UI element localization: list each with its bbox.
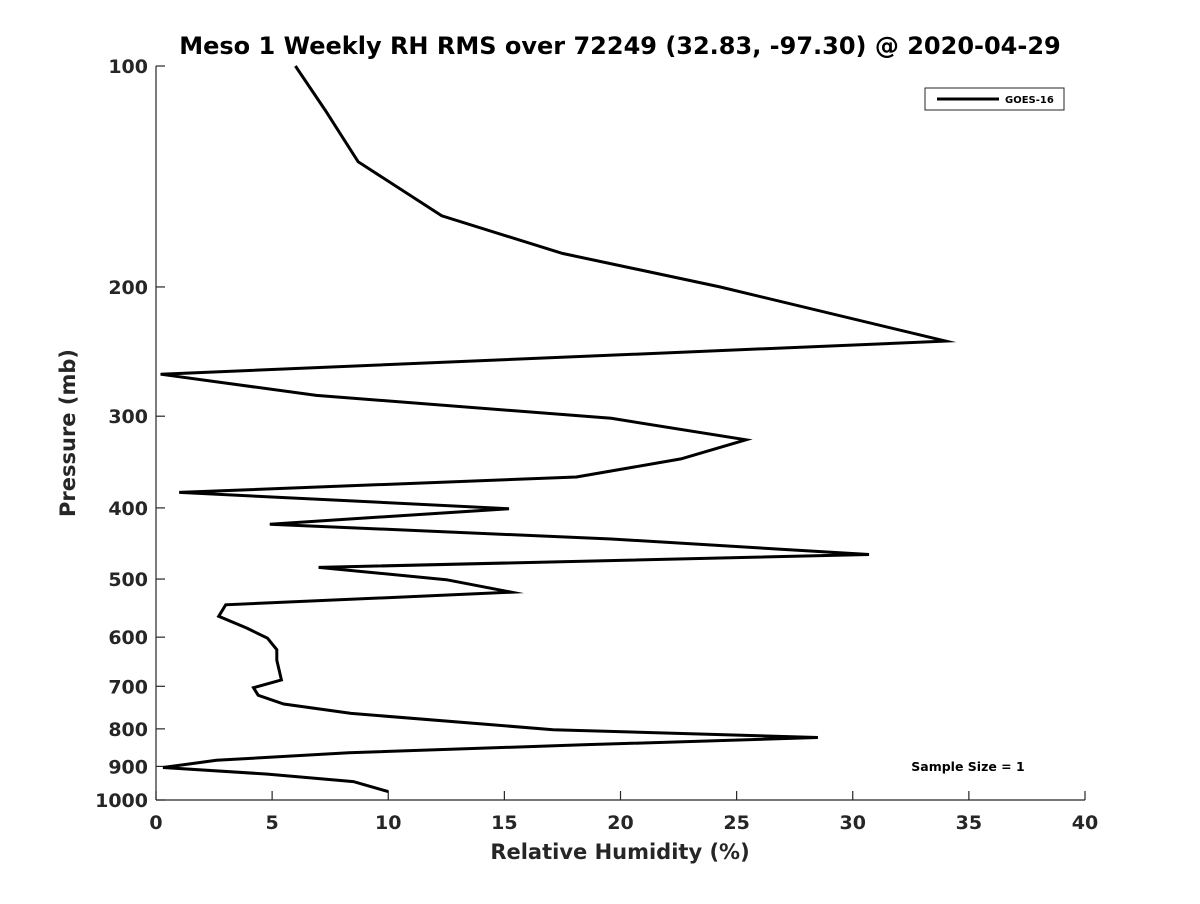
x-tick-label: 25 [723,812,749,834]
y-tick-label: 100 [108,56,148,78]
legend: GOES-16 [924,87,1065,111]
axes: 0 5 10 15 20 25 30 35 40 100 200 300 400 500 600 700 800… [95,56,1098,834]
x-tick-label: 40 [1072,812,1098,834]
x-tick-label: 5 [266,812,279,834]
x-tick-label: 15 [491,812,517,834]
plot-area [160,65,957,794]
x-tick-label: 10 [375,812,401,834]
y-axis-label: Pressure (mb) [56,349,80,517]
sample-size-annotation: Sample Size = 1 [911,759,1024,774]
x-tick-label: 20 [607,812,633,834]
y-tick-label: 200 [108,277,148,299]
y-tick-label: 800 [108,719,148,741]
chart-title: Meso 1 Weekly RH RMS over 72249 (32.83, … [179,32,1061,60]
y-tick-label: 1000 [95,790,148,812]
y-tick-label: 900 [108,756,148,778]
y-tick-label: 600 [108,627,148,649]
legend-entry-goes-16: GOES-16 [1005,95,1054,106]
y-tick-label: 300 [108,406,148,428]
x-tick-label: 30 [840,812,866,834]
y-tick-label: 400 [108,498,148,520]
x-axis-label: Relative Humidity (%) [490,840,749,864]
x-tick-label: 35 [956,812,982,834]
y-tick-label: 500 [108,569,148,591]
series-line-goes-16 [160,65,957,794]
y-tick-label: 700 [108,676,148,698]
x-tick-label: 0 [149,812,162,834]
